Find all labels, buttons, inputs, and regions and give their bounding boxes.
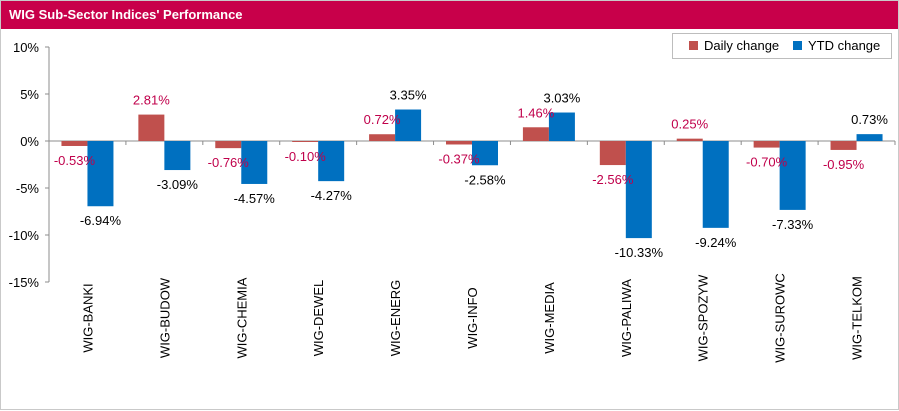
data-label-ytd: -2.58% [464,172,506,187]
data-label-ytd: 0.73% [851,112,888,127]
y-tick-label: -10% [9,228,40,243]
legend-swatch-daily [689,41,698,50]
data-label-daily: 0.72% [364,112,401,127]
data-label-daily: 0.25% [671,117,708,132]
category-label: WIG-SPOZYW [696,274,711,361]
category-label: WIG-BUDOW [157,277,172,358]
bar-daily [292,141,319,142]
y-tick-label: 10% [13,40,39,55]
data-label-ytd: 3.35% [390,88,427,103]
bar-ytd [625,141,652,239]
title-bar: WIG Sub-Sector Indices' Performance [1,1,898,29]
chart-title: WIG Sub-Sector Indices' Performance [9,7,243,22]
bar-daily [61,141,88,146]
data-label-daily: -0.10% [285,149,327,164]
bar-daily [215,141,242,149]
category-label: WIG-BANKI [80,283,95,352]
data-label-ytd: -6.94% [80,213,122,228]
bar-daily [753,141,780,148]
bar-ytd [702,141,729,228]
category-label: WIG-DEWEL [311,280,326,357]
data-label-ytd: -4.27% [311,188,353,203]
bar-ytd [548,112,575,141]
legend-label-daily: Daily change [704,38,780,53]
category-label: WIG-ENERG [388,280,403,357]
bar-ytd [856,134,883,141]
category-label: WIG-PALIWA [619,279,634,357]
legend: Daily change YTD change [672,33,892,59]
data-label-ytd: -9.24% [695,235,737,250]
legend-swatch-ytd [793,41,802,50]
data-label-daily: -0.76% [208,155,250,170]
category-label: WIG-MEDIA [542,282,557,354]
bar-daily [830,141,857,150]
data-label-daily: -0.37% [438,151,480,166]
data-label-daily: -0.95% [823,157,865,172]
data-label-ytd: 3.03% [543,91,580,106]
bar-daily [676,138,703,141]
y-tick-label: -15% [9,275,40,290]
y-tick-label: 5% [20,87,39,102]
category-label: WIG-TELKOM [850,276,865,360]
bar-ytd [472,141,498,166]
bar-ytd [779,141,806,210]
data-label-ytd: -3.09% [157,177,199,192]
y-tick-label: -5% [16,181,40,196]
data-label-daily: -0.53% [54,153,96,168]
data-label-ytd: -7.33% [772,217,814,232]
bar-daily [522,127,549,141]
bar-ytd [318,141,345,182]
data-label-daily: 2.81% [133,93,170,108]
data-label-daily: 1.46% [517,105,554,120]
bar-daily [138,114,165,141]
data-label-daily: -0.70% [746,155,788,170]
bar-daily [369,134,396,141]
legend-item-daily: Daily change [689,38,779,53]
y-tick-label: 0% [20,134,39,149]
bar-ytd [87,141,114,207]
bar-ytd [241,141,268,184]
data-label-ytd: -10.33% [615,245,664,260]
bar-ytd [395,109,422,141]
category-label: WIG-CHEMIA [234,277,249,358]
bar-ytd [164,141,191,171]
legend-item-ytd: YTD change [793,38,880,53]
data-label-ytd: -4.57% [234,191,276,206]
legend-label-ytd: YTD change [808,38,881,53]
bar-daily [599,141,626,166]
category-label: WIG-INFO [465,287,480,348]
category-label: WIG-SUROWC [773,273,788,363]
bar-daily [446,141,472,145]
data-label-daily: -2.56% [592,172,634,187]
